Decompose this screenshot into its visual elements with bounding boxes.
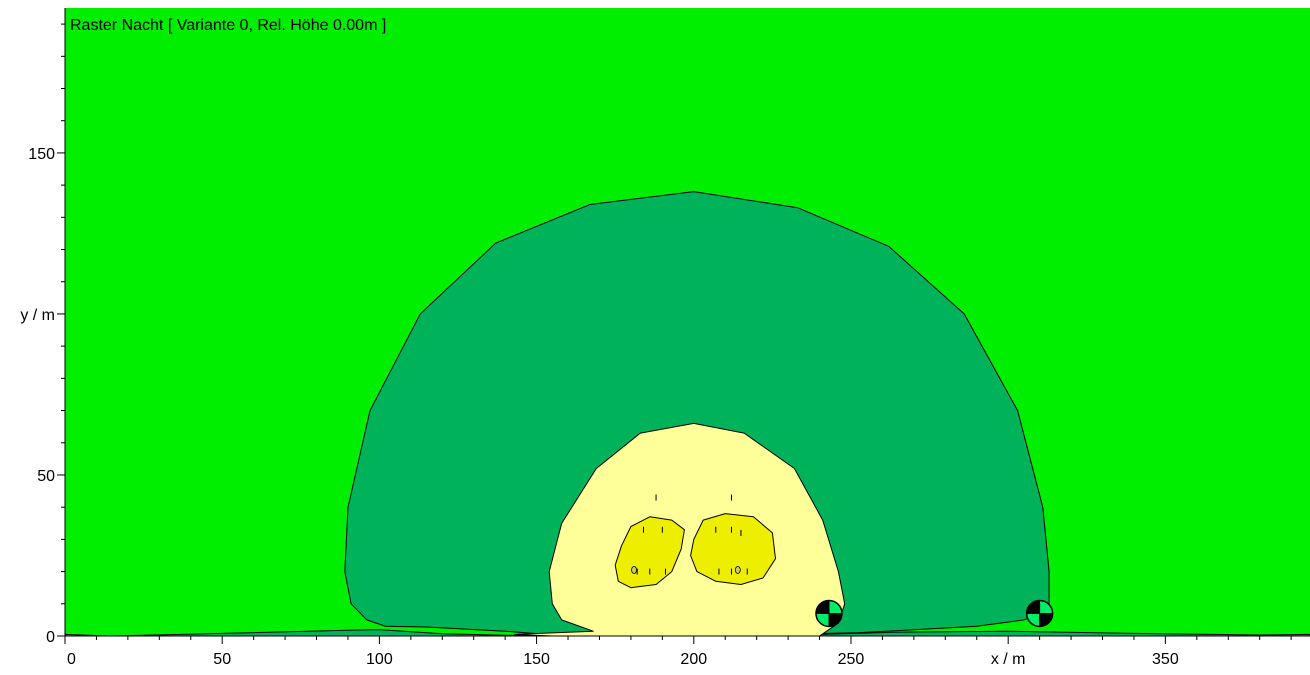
y-axis-label: y / m (20, 307, 55, 324)
x-tick-label: 250 (838, 651, 865, 668)
x-tick-label: 200 (680, 651, 707, 668)
chart-title: Raster Nacht [ Variante 0, Rel. Höhe 0.0… (70, 17, 386, 34)
x-tick-label: 100 (366, 651, 393, 668)
source-blob (631, 566, 637, 574)
source-blob (734, 566, 741, 574)
y-tick-label: 50 (37, 468, 55, 485)
y-tick-label: 0 (46, 629, 55, 646)
x-tick-label: 50 (213, 651, 231, 668)
zone-core-right-area (690, 513, 776, 585)
x-tick-label: 0 (67, 651, 76, 668)
x-axis-label: x / m (991, 651, 1026, 668)
immission-point-icon (815, 599, 843, 628)
y-tick-label: 150 (28, 146, 55, 163)
immission-point-icon (1025, 599, 1054, 628)
x-tick-label: 350 (1152, 651, 1179, 668)
x-tick-label: 150 (523, 651, 550, 668)
